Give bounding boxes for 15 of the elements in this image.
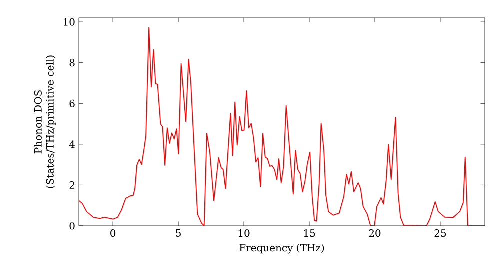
x-tick-label: 0 [110,230,116,238]
x-tick-label: 15 [304,230,316,238]
x-axis-title: Frequency (THz) [240,244,324,254]
y-tick-label: 0 [70,222,75,230]
y-tick-label: 6 [70,100,75,108]
y-axis-title: Phonon DOS (States/THz/primitive cell) [34,56,56,188]
y-tick-label: 2 [70,181,74,189]
y-tick-label: 8 [70,59,75,67]
y-tick-label: 10 [64,18,75,26]
x-tick-label: 5 [176,230,181,237]
x-tick-label: 25 [434,230,446,238]
x-tick-label: 20 [369,230,381,238]
x-tick-label: 10 [238,230,250,238]
line-series [79,27,485,226]
y-tick-label: 4 [69,140,75,148]
